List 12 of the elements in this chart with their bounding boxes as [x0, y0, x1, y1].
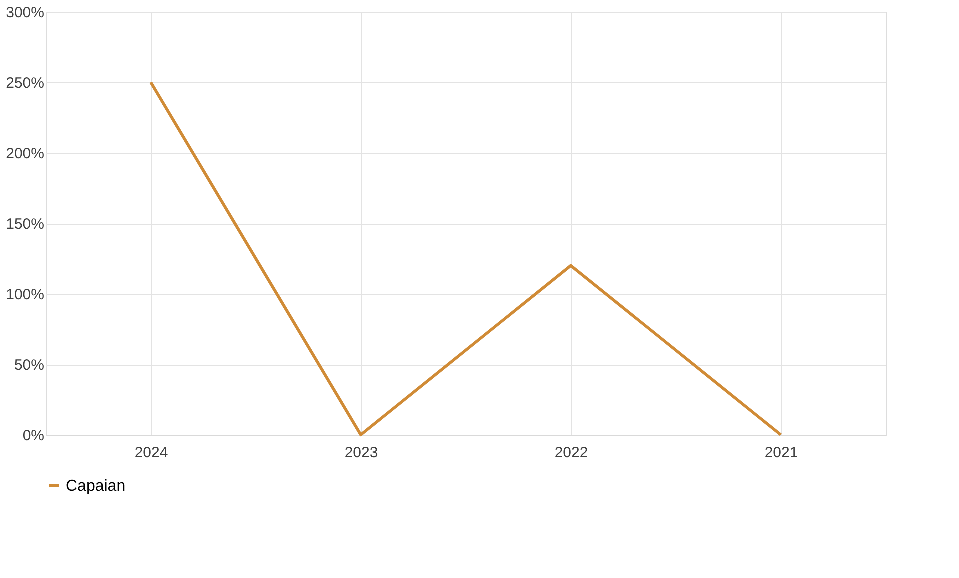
x-tick-label: 2024: [134, 444, 168, 462]
x-tick-label: 2021: [764, 444, 798, 462]
x-tick-label: 2022: [554, 444, 588, 462]
y-tick-label: 250%: [6, 75, 44, 92]
y-tick-label: 300%: [6, 4, 44, 22]
legend-label: Capaian: [66, 478, 126, 495]
y-tick-label: 150%: [6, 216, 44, 233]
y-tick-label: 100%: [6, 286, 44, 304]
x-tick-label: 2023: [344, 444, 378, 462]
y-tick-label: 50%: [14, 357, 44, 374]
y-tick-label: 200%: [6, 146, 44, 162]
y-tick-label: 0%: [22, 428, 44, 444]
